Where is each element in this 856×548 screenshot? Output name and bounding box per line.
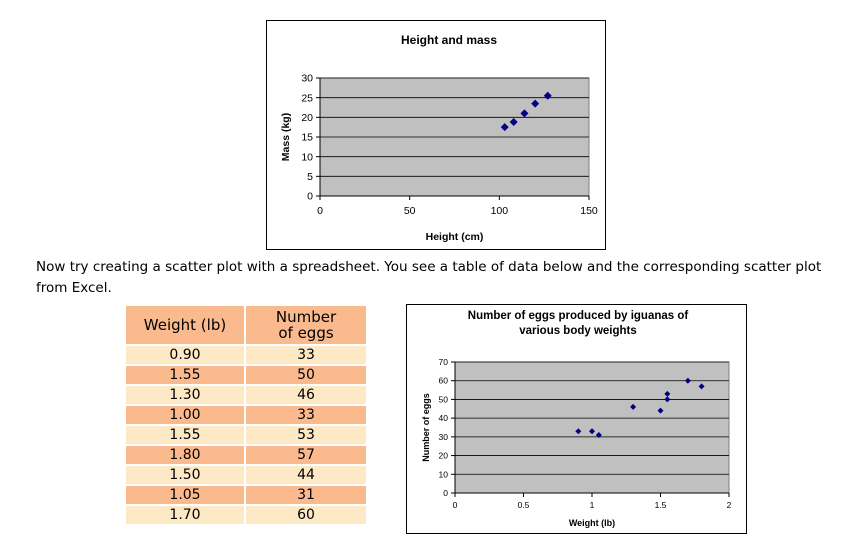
header-weight: Weight (lb) (126, 306, 246, 344)
height-mass-x-tick-label: 150 (580, 205, 598, 217)
cell-eggs: 44 (246, 466, 366, 484)
cell-weight: 1.80 (126, 446, 246, 464)
height-mass-chart-title-line: Height and mass (401, 33, 497, 47)
table-header-row: Weight (lb) Number of eggs (126, 306, 366, 344)
cell-eggs: 60 (246, 506, 366, 524)
height-mass-chart-title: Height and mass (401, 33, 497, 47)
cell-weight: 1.55 (126, 366, 246, 384)
height-mass-y-tick-label: 0 (307, 191, 313, 203)
cell-weight: 1.05 (126, 486, 246, 504)
header-number-of-eggs: Number of eggs (246, 306, 366, 344)
height-mass-y-tick-label: 10 (301, 151, 313, 163)
table-row: 1.50 44 (126, 466, 366, 484)
iguana-data-point (684, 377, 691, 384)
cell-weight: 1.55 (126, 426, 246, 444)
cell-weight: 0.90 (126, 346, 246, 364)
iguana-y-tick-label: 30 (439, 432, 449, 442)
iguana-x-axis-label: Weight (lb) (569, 518, 615, 528)
height-mass-data-point (509, 118, 518, 127)
iguana-x-tick-label: 2 (727, 500, 732, 510)
iguana-data-point (698, 383, 705, 390)
height-mass-chart: Height and mass 0 5 10 15 20 25 30 0 50 100 150 Heig… (266, 20, 606, 250)
iguana-x-tick-label: 0 (453, 500, 458, 510)
table-row: 1.05 31 (126, 486, 366, 504)
iguana-plot-area (454, 361, 730, 494)
table-row: 1.30 46 (126, 386, 366, 404)
height-mass-x-tick-label: 0 (317, 205, 323, 217)
table-row: 1.70 60 (126, 506, 366, 524)
height-mass-scatter-svg: Height and mass 0 5 10 15 20 25 30 0 50 100 150 Heig… (280, 33, 598, 243)
table-row: 1.80 57 (126, 446, 366, 464)
iguana-chart-title-line: Number of eggs produced by iguanas of (468, 310, 689, 322)
height-mass-data-point (543, 91, 552, 100)
iguana-y-tick-label: 40 (439, 413, 449, 423)
table-row: 1.55 53 (126, 426, 366, 444)
iguana-y-tick-label: 70 (439, 357, 449, 367)
cell-eggs: 46 (246, 386, 366, 404)
height-mass-x-tick-label: 50 (404, 205, 416, 217)
cell-eggs: 53 (246, 426, 366, 444)
iguana-data-table: Weight (lb) Number of eggs 0.90 33 1.55 50 1… (126, 304, 366, 526)
header-number-of-eggs-text: Number of eggs (275, 308, 337, 342)
table-body: 0.90 33 1.55 50 1.30 46 1.00 33 1.55 53 1.80 57 1.50… (126, 346, 366, 524)
cell-eggs: 31 (246, 486, 366, 504)
iguana-data-point (630, 403, 637, 410)
height-mass-x-axis-label: Height (cm) (426, 231, 484, 243)
height-mass-y-tick-label: 15 (301, 132, 313, 144)
cell-weight: 1.30 (126, 386, 246, 404)
height-mass-y-axis-label: Mass (kg) (280, 113, 292, 161)
cell-eggs: 33 (246, 346, 366, 364)
iguana-eggs-chart: Number of eggs produced by iguanas of var… (406, 304, 747, 534)
iguana-data-point (595, 431, 602, 438)
iguana-y-axis-label: Number of eggs (421, 393, 431, 462)
table-row: 0.90 33 (126, 346, 366, 364)
iguana-y-tick-label: 10 (439, 469, 449, 479)
iguana-x-tick-label: 1.5 (655, 500, 667, 510)
height-mass-y-tick-label: 25 (301, 92, 313, 104)
iguana-data-point (664, 390, 671, 397)
iguana-data-point (575, 428, 582, 435)
iguana-y-tick-label: 60 (439, 376, 449, 386)
cell-eggs: 33 (246, 406, 366, 424)
iguana-y-tick-label: 50 (439, 394, 449, 404)
height-mass-y-tick-label: 20 (301, 112, 313, 124)
iguana-data-point (589, 428, 595, 435)
cell-weight: 1.70 (126, 506, 246, 524)
iguana-y-tick-label: 20 (439, 451, 449, 461)
iguana-x-tick-label: 1 (590, 500, 595, 510)
cell-weight: 1.50 (126, 466, 246, 484)
table-row: 1.00 33 (126, 406, 366, 424)
cell-eggs: 57 (246, 446, 366, 464)
cell-weight: 1.00 (126, 406, 246, 424)
table-row: 1.55 50 (126, 366, 366, 384)
iguana-data-point (664, 396, 671, 403)
iguana-eggs-scatter-svg: Number of eggs produced by iguanas of var… (421, 310, 732, 528)
instruction-paragraph: Now try creating a scatter plot with a s… (36, 259, 822, 296)
height-mass-data-point (531, 99, 540, 108)
height-mass-data-point (500, 123, 509, 132)
iguana-data-point (657, 407, 664, 414)
iguana-chart-title-line: various body weights (519, 325, 637, 337)
iguana-x-tick-label: 0.5 (518, 500, 530, 510)
iguana-y-tick-label: 0 (443, 488, 448, 498)
height-mass-x-tick-label: 100 (491, 205, 509, 217)
height-mass-data-point (520, 109, 529, 118)
height-mass-y-tick-label: 5 (307, 171, 313, 183)
cell-eggs: 50 (246, 366, 366, 384)
height-mass-y-tick-label: 30 (301, 73, 313, 85)
iguana-chart-title: Number of eggs produced by iguanas of var… (468, 310, 689, 337)
